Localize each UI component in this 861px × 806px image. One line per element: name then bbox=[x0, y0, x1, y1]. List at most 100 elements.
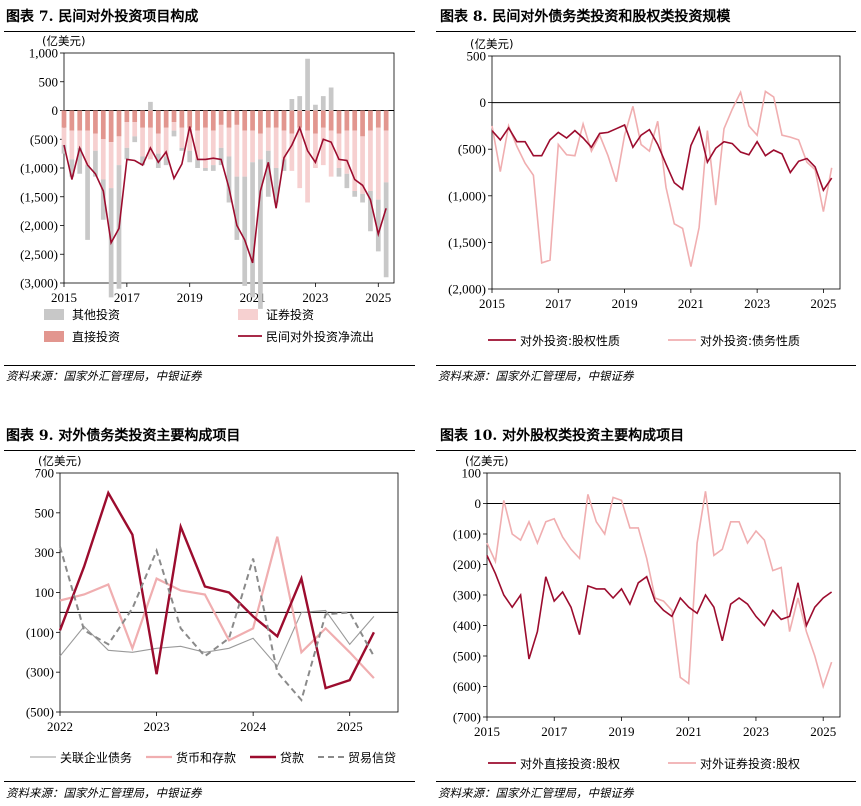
c7-bar-other bbox=[273, 168, 279, 203]
c7-bar-securities bbox=[305, 130, 310, 203]
c7-ytick-label: (500) bbox=[30, 132, 58, 147]
c7-bar-direct bbox=[320, 110, 326, 128]
c9-line-currency-deposits bbox=[59, 536, 375, 679]
c9-legend-label: 贸易信贷 bbox=[348, 751, 396, 765]
c9-ytick-label: 300 bbox=[35, 545, 55, 560]
c9-ytick-label: (500) bbox=[26, 705, 54, 720]
c7-bar-other bbox=[281, 159, 287, 171]
panel-10-title: 图表 10. 对外股权类投资主要构成项目 bbox=[440, 428, 685, 444]
c7-bar-direct bbox=[163, 110, 169, 128]
c7-bar-securities bbox=[352, 130, 358, 191]
c7-ytick-label: (3,000) bbox=[20, 276, 58, 291]
c7-bar-other bbox=[187, 150, 193, 163]
c7-bar-securities bbox=[210, 130, 216, 166]
c7-bar-other bbox=[265, 150, 271, 197]
c7-bar-direct bbox=[195, 110, 200, 131]
c7-bar-securities bbox=[85, 130, 90, 166]
c10-line-portfolio-equity bbox=[486, 491, 833, 690]
c7-bar-direct bbox=[155, 110, 161, 134]
c8-xtick-label: 2023 bbox=[744, 296, 770, 311]
c7-bar-securities bbox=[124, 122, 130, 148]
c10-xtick-label: 2019 bbox=[608, 724, 634, 739]
c7-bar-direct bbox=[375, 110, 381, 128]
c7-bar-direct bbox=[336, 110, 342, 134]
c7-bar-direct bbox=[368, 110, 373, 131]
panel-8-top-rule bbox=[436, 31, 856, 32]
c7-legend-label: 证券投资 bbox=[266, 307, 314, 322]
c9-ytick-label: 500 bbox=[35, 505, 55, 520]
c7-bar-other bbox=[313, 104, 318, 111]
panel-7-bottom-rule bbox=[4, 365, 415, 366]
c7-legend-label: 直接投资 bbox=[72, 329, 120, 344]
c8-xtick-label: 2021 bbox=[678, 296, 704, 311]
c7-xtick-label: 2017 bbox=[114, 290, 141, 305]
c9-line-trade-credit bbox=[59, 546, 375, 703]
c8-xtick-label: 2015 bbox=[479, 296, 505, 311]
c9-unit-label: (亿美元) bbox=[38, 454, 81, 468]
c10-xtick-label: 2025 bbox=[810, 724, 836, 739]
c7-bar-other bbox=[77, 147, 83, 174]
c7-bar-other bbox=[336, 168, 342, 177]
c7-bar-securities bbox=[313, 133, 318, 168]
c7-bar-direct bbox=[85, 110, 90, 131]
c7-bar-securities bbox=[77, 130, 83, 148]
c10-ytick-label: (100) bbox=[453, 527, 481, 542]
c9-legend-label: 关联企业债务 bbox=[60, 750, 132, 765]
c7-bar-other bbox=[163, 156, 169, 166]
c7-bar-other bbox=[93, 150, 98, 177]
c7-bar-direct bbox=[383, 110, 389, 131]
c7-bar-other bbox=[328, 87, 334, 111]
c7-bar-direct bbox=[77, 110, 83, 131]
c7-bar-securities bbox=[195, 130, 200, 160]
c7-bar-direct bbox=[132, 110, 138, 122]
c7-bar-other bbox=[195, 159, 200, 168]
c10-xtick-label: 2021 bbox=[676, 724, 702, 739]
c7-bar-other bbox=[344, 173, 350, 189]
c7-bar-other bbox=[85, 165, 90, 240]
c7-bar-other bbox=[258, 159, 263, 309]
c7-legend-swatch bbox=[44, 331, 64, 342]
c8-xtick-label: 2025 bbox=[810, 296, 836, 311]
c7-ytick-label: 1,000 bbox=[29, 46, 58, 61]
panel-8-bottom-rule bbox=[436, 365, 856, 366]
c7-bar-direct bbox=[218, 110, 224, 125]
c7-bar-securities bbox=[242, 130, 248, 177]
c7-bar-other bbox=[297, 96, 303, 111]
c8-plot-frame bbox=[491, 55, 841, 290]
c7-bar-other bbox=[375, 199, 381, 252]
c7-bar-other bbox=[368, 191, 373, 232]
c7-legend-label: 其他投资 bbox=[72, 307, 120, 322]
c9-line-affiliate-debt bbox=[59, 609, 375, 668]
c7-bar-direct bbox=[203, 110, 208, 128]
c7-xtick-label: 2015 bbox=[51, 290, 77, 305]
c7-bar-direct bbox=[116, 110, 122, 137]
c7-bar-securities bbox=[100, 139, 106, 180]
panel-8-source: 资料来源：国家外汇管理局，中银证券 bbox=[438, 369, 634, 383]
c8-ytick-label: 0 bbox=[480, 95, 487, 110]
c10-xtick-label: 2015 bbox=[474, 724, 500, 739]
c7-bar-other bbox=[234, 176, 240, 240]
c7-bar-other bbox=[250, 162, 255, 298]
c7-bar-securities bbox=[218, 124, 224, 148]
c7-bar-securities bbox=[368, 130, 373, 191]
c10-ytick-label: (400) bbox=[453, 618, 481, 633]
panel-10-source: 资料来源：国家外汇管理局，中银证券 bbox=[438, 786, 634, 800]
panel-8-title: 图表 8. 民间对外债务类投资和股权类投资规模 bbox=[440, 9, 731, 25]
c7-bar-direct bbox=[352, 110, 358, 131]
c10-plot-frame bbox=[486, 472, 841, 718]
c9-ytick-label: 100 bbox=[35, 585, 55, 600]
c7-bar-direct bbox=[226, 110, 232, 128]
c8-legend-label: 对外投资:债务性质 bbox=[700, 333, 800, 348]
c7-bar-direct bbox=[258, 110, 263, 134]
c7-unit-label: (亿美元) bbox=[42, 34, 85, 48]
c7-bar-securities bbox=[344, 130, 350, 174]
c7-bar-direct bbox=[281, 110, 287, 131]
c7-bar-direct bbox=[289, 110, 295, 134]
c7-bar-securities bbox=[179, 127, 185, 148]
c9-xtick-label: 2022 bbox=[47, 719, 73, 734]
c7-bar-securities bbox=[383, 130, 389, 183]
c7-bar-securities bbox=[93, 133, 98, 151]
c10-unit-label: (亿美元) bbox=[465, 454, 508, 468]
c7-bar-securities bbox=[171, 122, 177, 131]
c7-bar-direct bbox=[360, 110, 365, 137]
